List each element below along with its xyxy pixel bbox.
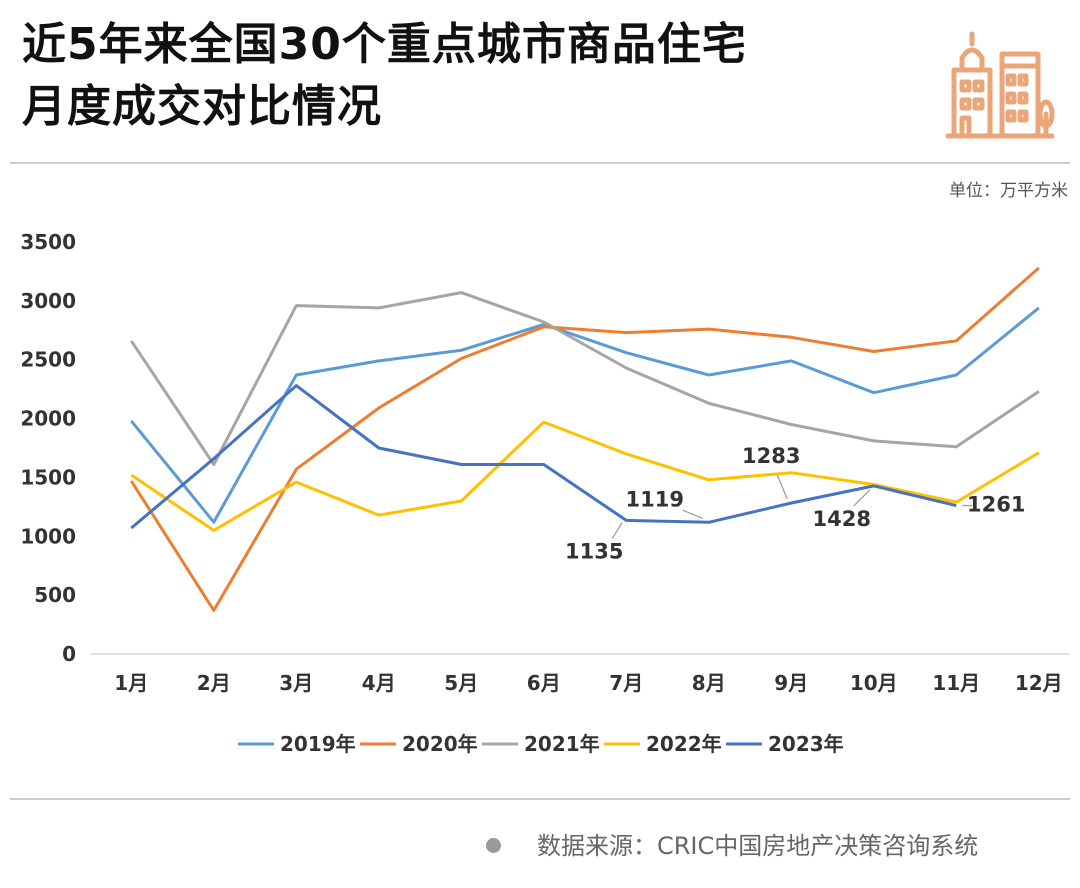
header-divider xyxy=(10,162,1070,164)
footer-divider xyxy=(10,798,1070,800)
y-tick-label: 0 xyxy=(62,642,76,666)
x-tick-label: 7月 xyxy=(609,671,643,695)
legend-label: 2023年 xyxy=(768,732,844,756)
y-tick-label: 2000 xyxy=(20,407,76,431)
x-tick-label: 9月 xyxy=(774,671,808,695)
city-buildings-icon xyxy=(944,30,1056,146)
x-tick-label: 2月 xyxy=(197,671,231,695)
x-tick-label: 11月 xyxy=(932,671,980,695)
bullet-dot-icon xyxy=(486,837,501,853)
x-tick-label: 1月 xyxy=(114,671,148,695)
data-label-1428: 1428 xyxy=(813,507,871,531)
x-tick-label: 12月 xyxy=(1015,671,1063,695)
legend-label: 2022年 xyxy=(646,732,722,756)
y-tick-label: 3500 xyxy=(20,230,76,254)
series-line-2021年 xyxy=(130,291,1040,466)
legend-label: 2020年 xyxy=(402,732,478,756)
chart-title: 近5年来全国30个重点城市商品住宅 月度成交对比情况 xyxy=(22,14,747,138)
data-label-1135: 1135 xyxy=(565,539,623,563)
y-axis: 0 500 1000 1500 2000 2500 3000 3500 xyxy=(20,230,76,666)
series-group xyxy=(130,266,1040,612)
annotations-group: 1135 1119 1283 1428 1261 xyxy=(565,444,1025,563)
logo-svg xyxy=(945,31,1055,139)
legend: 2019年 2020年 2021年 2022年 2023年 xyxy=(238,732,844,756)
line-chart: 0 500 1000 1500 2000 2500 3000 3500 1月 2月 3月 4月 5月 6… xyxy=(20,230,1070,756)
source-note: 数据来源：CRIC中国房地产决策咨询系统 xyxy=(486,826,978,861)
legend-label: 2019年 xyxy=(280,732,356,756)
data-label-1119: 1119 xyxy=(626,487,684,511)
x-tick-label: 8月 xyxy=(692,671,726,695)
annotation-leader xyxy=(776,474,788,500)
x-tick-label: 4月 xyxy=(362,671,396,695)
series-line-2023年 xyxy=(130,384,957,530)
y-tick-label: 500 xyxy=(34,583,76,607)
x-tick-label: 10月 xyxy=(850,671,898,695)
y-tick-label: 3000 xyxy=(20,289,76,313)
data-label-1261: 1261 xyxy=(967,493,1025,517)
series-line-2022年 xyxy=(130,420,1040,532)
legend-label: 2021年 xyxy=(524,732,600,756)
annotation-leader xyxy=(611,522,623,539)
x-tick-label: 5月 xyxy=(444,671,478,695)
y-tick-label: 1000 xyxy=(20,524,76,548)
series-line-2020年 xyxy=(130,266,1040,612)
annotation-leader xyxy=(853,489,871,507)
data-label-1283: 1283 xyxy=(742,444,800,468)
y-tick-label: 2500 xyxy=(20,348,76,372)
x-tick-label: 3月 xyxy=(279,671,313,695)
source-text: 数据来源：CRIC中国房地产决策咨询系统 xyxy=(537,832,979,860)
title-line-1: 近5年来全国30个重点城市商品住宅 xyxy=(22,19,747,70)
y-tick-label: 1500 xyxy=(20,465,76,489)
x-tick-label: 6月 xyxy=(527,671,561,695)
x-axis: 1月 2月 3月 4月 5月 6月 7月 8月 9月 10月 11月 12月 xyxy=(114,671,1062,695)
title-line-2: 月度成交对比情况 xyxy=(22,81,382,132)
annotation-leader xyxy=(682,509,703,519)
unit-label: 单位：万平方米 xyxy=(949,181,1068,201)
